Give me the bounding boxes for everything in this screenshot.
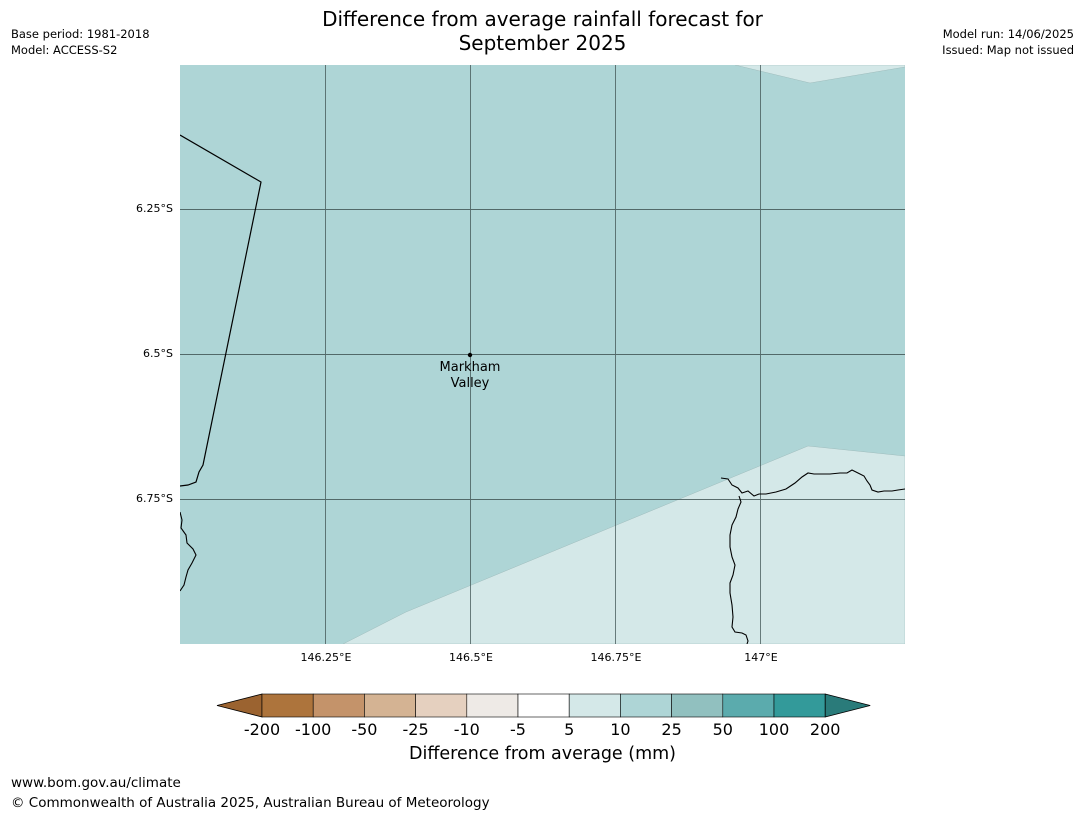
border-line [180, 134, 262, 487]
model-run-text: Model run: 14/06/2025 [942, 27, 1074, 41]
lat-label-6-25s: 6.25°S [136, 202, 173, 215]
colorbar-label: Difference from average (mm) [408, 744, 677, 764]
colorbar-tick-label: -25 [402, 720, 429, 739]
rainfall-map[interactable] [180, 65, 905, 644]
colorbar-swatch [415, 693, 468, 718]
colorbar-swatch [773, 693, 826, 718]
colorbar-swatch [722, 693, 775, 718]
header-left: Base period: 1981-2018 Model: ACCESS-S2 [11, 26, 150, 58]
colorbar-swatch [312, 693, 365, 718]
place-name-line1: Markham [439, 360, 501, 375]
region-5-to-10-bottom [342, 445, 905, 644]
colorbar-swatch [568, 693, 621, 718]
coastline-west [180, 511, 197, 592]
graticule [180, 65, 905, 644]
lon-label-146-75e: 146.75°E [590, 651, 642, 664]
lon-label-146-25e: 146.25°E [300, 651, 352, 664]
coastline-east [720, 469, 905, 497]
colorbar-tick-label: 200 [809, 720, 841, 739]
place-label-markham-valley: Markham Valley [440, 360, 501, 392]
colorbar-tick-label: 25 [661, 720, 682, 739]
lat-label-6-5s: 6.5°S [143, 347, 173, 360]
colorbar-swatch [466, 693, 519, 718]
colorbar-tick-label: 100 [758, 720, 790, 739]
base-period-text: Base period: 1981-2018 [11, 27, 150, 41]
lon-label-146-5e: 146.5°E [449, 651, 493, 664]
colorbar-swatch [671, 693, 724, 718]
colorbar-arrow-high [824, 693, 871, 718]
colorbar-tick-label: -100 [295, 720, 332, 739]
colorbar-tick-label: 5 [564, 720, 575, 739]
colorbar-swatch [364, 693, 416, 718]
map-title: Difference from average rainfall forecas… [180, 7, 905, 55]
lon-label-147e: 147°E [744, 651, 778, 664]
map-title-line1: Difference from average rainfall forecas… [322, 7, 763, 31]
footer-copyright: © Commonwealth of Australia 2025, Austra… [11, 795, 490, 811]
map-title-line2: September 2025 [458, 31, 627, 55]
issued-text: Issued: Map not issued [942, 43, 1074, 57]
colorbar-swatch [517, 693, 570, 718]
colorbar-tick-label: -200 [243, 720, 281, 739]
region-5-to-10-top [734, 65, 905, 84]
model-text: Model: ACCESS-S2 [11, 43, 118, 57]
colorbar-swatch [261, 693, 314, 718]
colorbar-tick-label: -50 [351, 720, 378, 739]
colorbar-tick-label: 10 [610, 720, 631, 739]
colorbar-tick-label: 50 [712, 720, 733, 739]
colorbar-tick-label: -5 [510, 720, 526, 739]
colorbar-swatches [216, 693, 871, 718]
river-line [729, 495, 749, 644]
colorbar-arrow-low [216, 693, 263, 718]
footer-url[interactable]: www.bom.gov.au/climate [11, 775, 181, 791]
lat-label-6-75s: 6.75°S [136, 492, 173, 505]
colorbar-tick-label: -10 [453, 720, 480, 739]
markham-valley-marker[interactable] [467, 352, 473, 358]
place-name-line2: Valley [450, 376, 490, 391]
colorbar-swatch [620, 693, 672, 718]
colorbar [216, 693, 871, 718]
header-right: Model run: 14/06/2025 Issued: Map not is… [942, 26, 1074, 58]
